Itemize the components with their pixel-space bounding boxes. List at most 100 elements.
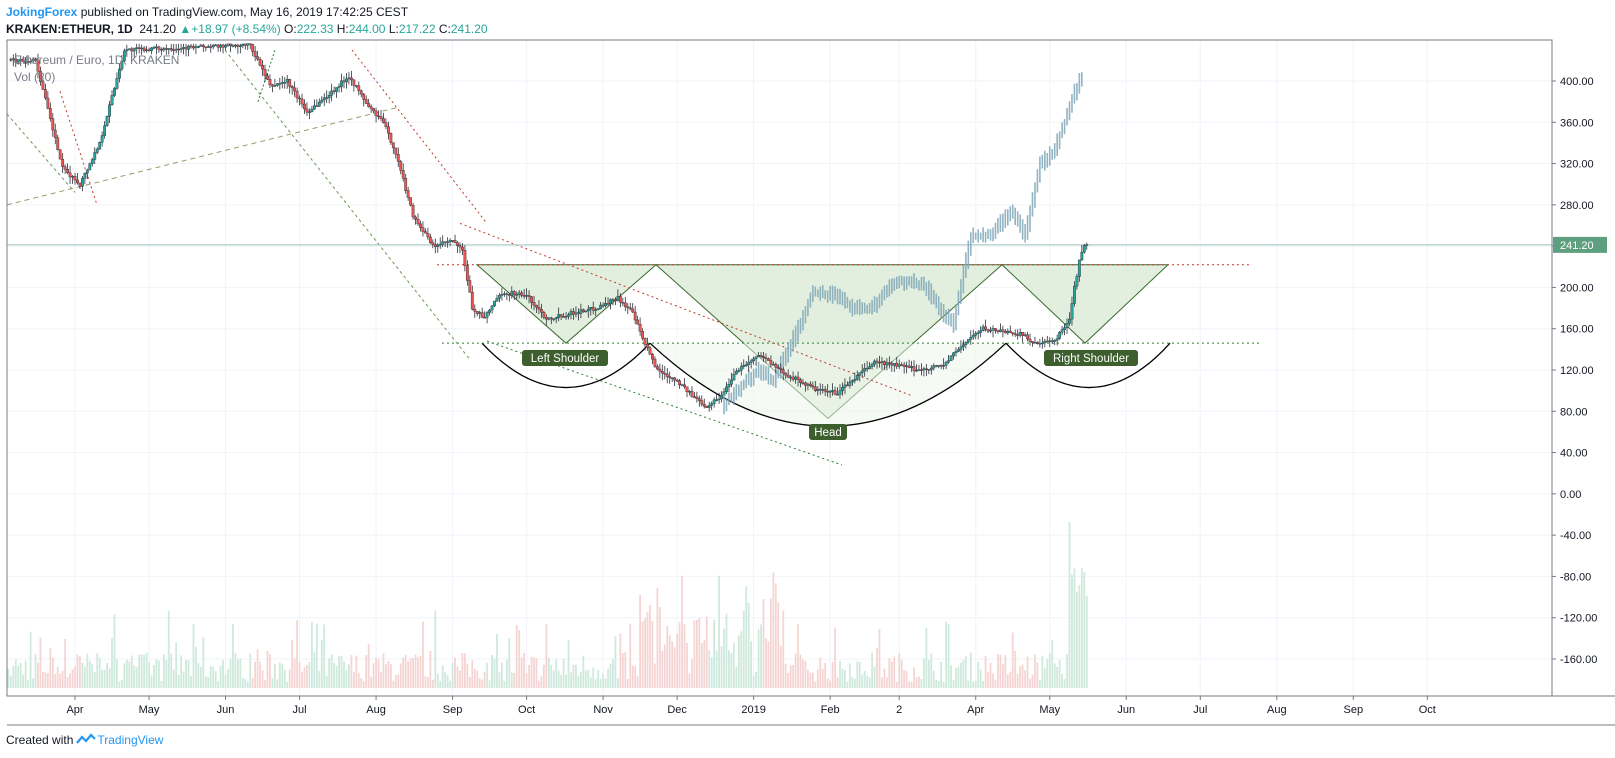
volume-bar	[942, 681, 945, 688]
low-label: L:	[388, 22, 399, 36]
candle-body	[1038, 342, 1042, 345]
candle-body	[683, 384, 686, 387]
volume-bar	[439, 681, 442, 688]
volume-bar	[143, 654, 145, 688]
candle-body	[623, 302, 627, 308]
volume-bar	[380, 672, 382, 688]
candle-body	[95, 148, 99, 153]
volume-bar	[232, 623, 234, 688]
candle-body	[63, 166, 67, 170]
volume-bar	[481, 679, 484, 688]
candle-body	[157, 46, 161, 50]
candle-body	[957, 349, 960, 352]
y-tick-label: -120.00	[1560, 613, 1597, 625]
volume-bar	[750, 641, 753, 688]
volume-bar	[686, 643, 688, 688]
candle-body	[549, 317, 553, 320]
candle-body	[604, 303, 607, 306]
candle-body	[374, 110, 378, 117]
volume-bar	[604, 678, 607, 688]
candle-body	[229, 43, 232, 46]
candle-body	[1045, 340, 1049, 343]
candle-body	[456, 242, 459, 246]
volume-bar	[79, 656, 81, 688]
volume-bar	[66, 677, 69, 688]
candle-body	[937, 365, 941, 367]
volume-bar	[715, 650, 718, 688]
author-link[interactable]: JokingForex	[6, 5, 78, 19]
volume-bar	[387, 660, 390, 688]
volume-bar	[244, 678, 247, 688]
volume-bar	[723, 628, 725, 688]
candle-body	[707, 405, 711, 408]
volume-bar	[7, 668, 10, 688]
candle-body	[535, 304, 538, 308]
price-axis[interactable]: 400.00 360.00 320.00 280.00 200.00 160.00 120.…	[1552, 76, 1607, 666]
volume-bar	[725, 613, 728, 688]
volume-bar	[446, 675, 449, 688]
volume-bar	[1046, 658, 1049, 688]
candle-body	[483, 316, 487, 319]
candle-body	[293, 87, 297, 92]
volume-bar	[264, 680, 266, 688]
candle-body	[1018, 332, 1022, 336]
published-text: published on TradingView.com, May 16, 20…	[80, 5, 409, 19]
volume-bar	[83, 666, 86, 688]
candle-body	[275, 83, 279, 86]
volume-bar	[649, 604, 651, 688]
candle-body	[389, 133, 393, 143]
volume-bar	[737, 635, 740, 688]
volume-bar	[491, 654, 493, 688]
volume-bar	[130, 655, 133, 688]
candle-body	[865, 367, 869, 370]
volume-bar	[923, 658, 925, 688]
candle-body	[1001, 329, 1005, 332]
candle-body	[520, 292, 524, 296]
volume-bar	[671, 641, 674, 688]
candle-body	[103, 125, 107, 136]
candle-body	[823, 389, 827, 392]
volume-bar	[582, 655, 585, 688]
time-axis[interactable]: Apr May Jun Jul Aug Sep Oct Nov Dec 2019 Feb 2 Apr Ma…	[66, 696, 1436, 716]
volume-bar	[787, 673, 790, 688]
candle-body	[875, 360, 879, 363]
candle-body	[66, 168, 69, 173]
candle-body	[258, 58, 262, 66]
candle-body	[362, 93, 366, 100]
volume-bar	[86, 653, 89, 688]
volume-bar	[236, 659, 239, 688]
volume-bar	[987, 671, 989, 688]
volume-bar	[426, 677, 429, 688]
volume-bar	[414, 654, 417, 688]
candle-body	[767, 358, 770, 361]
volume-bar	[755, 671, 757, 688]
candle-body	[142, 47, 146, 51]
volume-bar	[932, 670, 935, 688]
volume-bar	[851, 677, 854, 688]
tradingview-brand[interactable]: TradingView	[97, 733, 164, 747]
volume-bar	[752, 675, 755, 688]
volume-bar	[1068, 522, 1071, 688]
volume-bar	[266, 650, 269, 688]
candle-body	[828, 390, 832, 393]
candle-body	[251, 44, 255, 52]
candle-body	[243, 43, 247, 46]
volume-bar	[602, 673, 604, 688]
volume-bar	[639, 594, 642, 688]
candle-body	[354, 85, 358, 87]
volume-bar	[76, 654, 79, 688]
candle-body	[850, 380, 854, 383]
candle-body	[883, 361, 886, 366]
candle-body	[700, 400, 704, 405]
volume-bar	[523, 652, 526, 688]
candle-body	[303, 103, 306, 110]
candle-body	[431, 242, 435, 245]
volume-bar	[757, 629, 760, 688]
volume-bar	[399, 663, 402, 688]
volume-bar	[212, 666, 215, 688]
candle-body	[330, 90, 334, 96]
volume-bar	[592, 667, 595, 688]
volume-bar	[431, 679, 434, 688]
candle-body	[670, 377, 674, 380]
